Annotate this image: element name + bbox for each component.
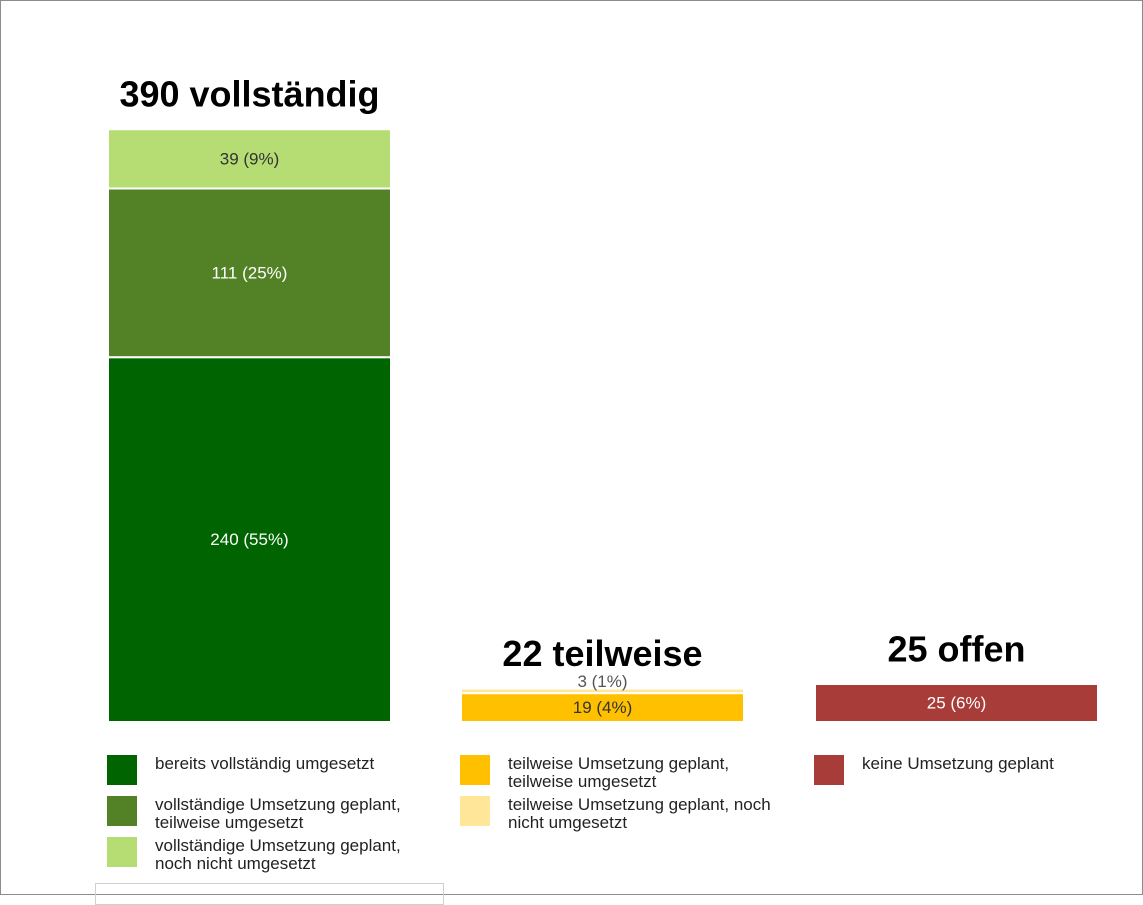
- legend-item: keine Umsetzung geplant: [814, 755, 1134, 785]
- legend-swatch: [107, 837, 137, 867]
- data-label: 240 (55%): [210, 530, 288, 549]
- legend-swatch: [814, 755, 844, 785]
- legend-label: bereits vollständig umgesetzt: [155, 754, 375, 773]
- data-label: 25 (6%): [927, 693, 987, 712]
- legend-label: vollständige Umsetzung geplant, noch nic…: [155, 836, 401, 873]
- data-label: 19 (4%): [573, 698, 633, 717]
- legend-swatch: [460, 796, 490, 826]
- data-label: 39 (9%): [220, 149, 280, 168]
- legend-swatch: [107, 796, 137, 826]
- data-label: 3 (1%): [577, 672, 627, 691]
- column-title: 22 teilweise: [502, 633, 702, 674]
- column-title: 390 vollständig: [119, 74, 379, 115]
- legend-swatch: [107, 755, 137, 785]
- legend-label: keine Umsetzung geplant: [862, 754, 1054, 773]
- data-label: 111 (25%): [212, 263, 288, 282]
- bar-segment: [460, 687, 745, 695]
- column-title: 25 offen: [887, 629, 1025, 670]
- legend-swatch: [460, 755, 490, 785]
- bar-segment: [107, 356, 392, 723]
- bar-segment: [460, 692, 745, 723]
- legend-item: teilweise Umsetzung geplant, noch nicht …: [460, 796, 780, 832]
- legend-item: bereits vollständig umgesetzt: [107, 755, 427, 785]
- bar-segment: [814, 683, 1099, 723]
- legend-label: teilweise Umsetzung geplant, teilweise u…: [508, 754, 730, 791]
- legend-item: vollständige Umsetzung geplant, teilweis…: [107, 796, 427, 832]
- legend-item: vollständige Umsetzung geplant, noch nic…: [107, 837, 427, 873]
- legend-label: teilweise Umsetzung geplant, noch nicht …: [508, 795, 771, 832]
- legend-label: vollständige Umsetzung geplant, teilweis…: [155, 795, 401, 832]
- legend-item: teilweise Umsetzung geplant, teilweise u…: [460, 755, 780, 791]
- bar-segment: [107, 128, 392, 190]
